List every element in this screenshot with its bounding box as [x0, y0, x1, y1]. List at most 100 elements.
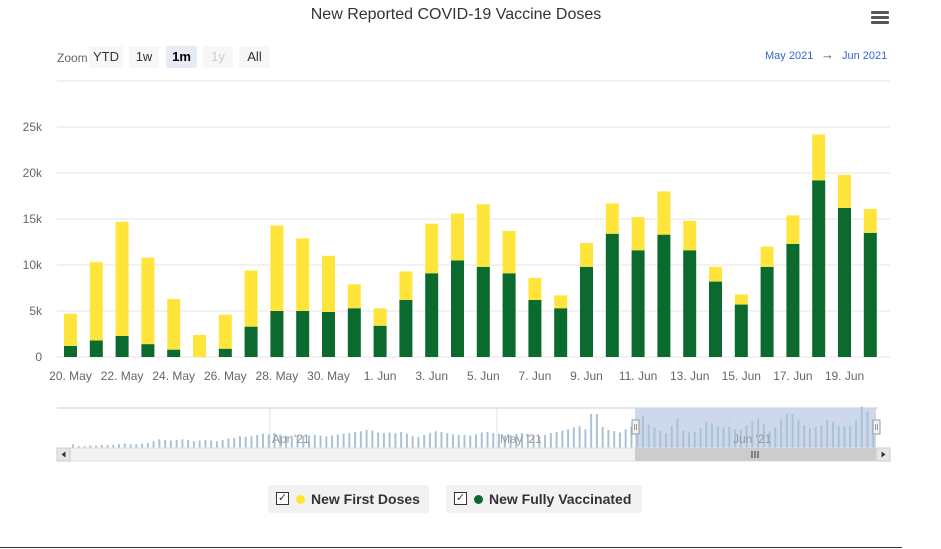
bar-fully-vaccinated[interactable]: [218, 348, 232, 357]
bar-first-doses[interactable]: [89, 262, 103, 341]
navigator-bar: [106, 444, 109, 448]
navigator-right-handle[interactable]: [872, 419, 881, 435]
zoom-ytd-button[interactable]: YTD: [89, 46, 123, 68]
bar-first-doses[interactable]: [425, 223, 439, 274]
bar-fully-vaccinated[interactable]: [296, 311, 310, 357]
navigator-bar: [584, 429, 587, 448]
bar-first-doses[interactable]: [528, 277, 542, 300]
bar-first-doses[interactable]: [683, 220, 697, 251]
bar-fully-vaccinated[interactable]: [244, 326, 258, 357]
bar-fully-vaccinated[interactable]: [115, 335, 129, 357]
bar-first-doses[interactable]: [554, 295, 568, 309]
bar-first-doses[interactable]: [786, 215, 800, 244]
bar-first-doses[interactable]: [605, 203, 619, 234]
legend-label: New First Doses: [311, 491, 420, 507]
navigator-bar: [688, 432, 691, 448]
navigator-bar: [244, 436, 247, 448]
navigator-bar: [451, 434, 454, 448]
bar-fully-vaccinated[interactable]: [631, 250, 645, 357]
bar-first-doses[interactable]: [838, 174, 851, 208]
bar-first-doses[interactable]: [373, 308, 387, 326]
bar-fully-vaccinated[interactable]: [373, 325, 387, 357]
navigator-bar: [377, 432, 380, 448]
bar-fully-vaccinated[interactable]: [167, 349, 181, 357]
bar-first-doses[interactable]: [502, 230, 516, 274]
bar-fully-vaccinated[interactable]: [270, 311, 284, 357]
navigator-bar: [354, 431, 357, 448]
bar-first-doses[interactable]: [451, 213, 464, 261]
legend-item-fully-vaccinated[interactable]: ✓ New Fully Vaccinated: [446, 485, 642, 513]
bar-first-doses[interactable]: [812, 134, 826, 181]
checkbox-checked-icon[interactable]: ✓: [276, 492, 289, 505]
legend-item-first-doses[interactable]: ✓ New First Doses: [268, 485, 429, 513]
bar-first-doses[interactable]: [322, 255, 335, 312]
bar-fully-vaccinated[interactable]: [580, 266, 593, 357]
bar-fully-vaccinated[interactable]: [734, 304, 748, 357]
navigator-bar: [405, 433, 408, 448]
navigator-label: May '21: [500, 432, 542, 446]
range-to-input[interactable]: Jun 2021: [842, 50, 888, 62]
bar-fully-vaccinated[interactable]: [64, 345, 77, 357]
zoom-1m-button[interactable]: 1m: [166, 46, 197, 68]
bar-first-doses[interactable]: [347, 284, 361, 309]
bar-fully-vaccinated[interactable]: [605, 233, 619, 357]
bar-first-doses[interactable]: [476, 204, 490, 267]
x-tick-label: 26. May: [204, 369, 247, 383]
bar-fully-vaccinated[interactable]: [476, 266, 490, 357]
navigator-bar: [215, 441, 218, 448]
navigator-bar: [572, 427, 575, 448]
bar-fully-vaccinated[interactable]: [451, 260, 464, 357]
zoom-1w-button[interactable]: 1w: [129, 46, 159, 68]
zoom-all-button[interactable]: All: [239, 46, 270, 68]
bar-fully-vaccinated[interactable]: [838, 207, 851, 357]
bar-fully-vaccinated[interactable]: [89, 340, 103, 357]
navigator-bar: [290, 435, 293, 448]
bar-first-doses[interactable]: [64, 313, 77, 346]
checkbox-checked-icon[interactable]: ✓: [454, 492, 467, 505]
bar-fully-vaccinated[interactable]: [863, 232, 877, 357]
hamburger-menu-icon[interactable]: [871, 11, 889, 25]
bar-fully-vaccinated[interactable]: [141, 344, 155, 357]
bar-first-doses[interactable]: [863, 208, 877, 233]
navigator-bar: [146, 443, 149, 448]
bar-first-doses[interactable]: [115, 221, 129, 336]
bar-fully-vaccinated[interactable]: [322, 311, 335, 357]
bar-first-doses[interactable]: [167, 299, 181, 350]
navigator-bar: [365, 430, 368, 448]
bar-first-doses[interactable]: [296, 238, 310, 311]
bar-fully-vaccinated[interactable]: [528, 299, 542, 357]
navigator-bar: [325, 436, 328, 448]
scroll-left-arrow-icon: [61, 451, 66, 458]
bar-first-doses[interactable]: [244, 270, 258, 327]
x-tick-label: 17. Jun: [773, 369, 812, 383]
bar-fully-vaccinated[interactable]: [657, 234, 671, 357]
bar-first-doses[interactable]: [631, 217, 645, 251]
range-from-input[interactable]: May 2021: [765, 50, 814, 62]
bar-first-doses[interactable]: [709, 266, 722, 282]
zoom-1y-button[interactable]: 1y: [203, 46, 233, 68]
bar-fully-vaccinated[interactable]: [502, 273, 516, 357]
navigator-selection[interactable]: [635, 408, 876, 448]
bar-fully-vaccinated[interactable]: [683, 250, 697, 357]
bar-fully-vaccinated[interactable]: [760, 266, 774, 357]
bar-fully-vaccinated[interactable]: [399, 299, 413, 357]
bar-first-doses[interactable]: [760, 246, 774, 267]
bar-first-doses[interactable]: [734, 294, 748, 305]
bar-fully-vaccinated[interactable]: [709, 281, 722, 357]
bar-fully-vaccinated[interactable]: [554, 308, 568, 357]
navigator-bar: [141, 443, 144, 448]
bar-first-doses[interactable]: [657, 191, 671, 235]
bar-first-doses[interactable]: [270, 225, 284, 311]
navigator-label: Jun '21: [733, 432, 772, 446]
bar-first-doses[interactable]: [218, 314, 232, 349]
bar-fully-vaccinated[interactable]: [812, 180, 826, 357]
bar-fully-vaccinated[interactable]: [347, 308, 361, 357]
navigator-bar: [849, 425, 852, 448]
bar-first-doses[interactable]: [580, 242, 593, 267]
bar-fully-vaccinated[interactable]: [786, 243, 800, 357]
bar-fully-vaccinated[interactable]: [425, 273, 439, 357]
bar-first-doses[interactable]: [193, 334, 206, 357]
bar-first-doses[interactable]: [141, 257, 155, 345]
bar-first-doses[interactable]: [399, 271, 413, 300]
navigator-left-handle[interactable]: [631, 419, 640, 435]
